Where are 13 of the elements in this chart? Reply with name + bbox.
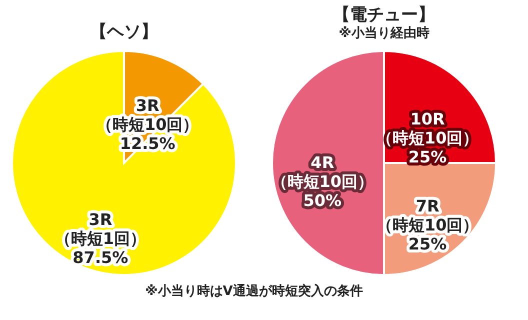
chart-subtitle: ※小当り経由時 (338, 26, 430, 41)
text: ※小当り時はV通過が時短突入の条件 (145, 283, 363, 299)
data-label: 87.5% (72, 248, 128, 267)
data-label: 25% (408, 147, 447, 166)
chart-title: 【ヘソ】 (90, 22, 158, 42)
slice-label: 4R（時短10回） (271, 153, 374, 191)
slice-label: 3R（時短1回） (54, 210, 146, 248)
data-label: 50% (303, 191, 342, 210)
chart-title: 【電チュー】 (333, 5, 435, 25)
data-label: 25% (408, 234, 447, 254)
slice-label: 7R（時短10回） (376, 196, 479, 235)
slice-label: 10R（時短10回） (376, 109, 479, 148)
pie-slice (11, 50, 237, 276)
